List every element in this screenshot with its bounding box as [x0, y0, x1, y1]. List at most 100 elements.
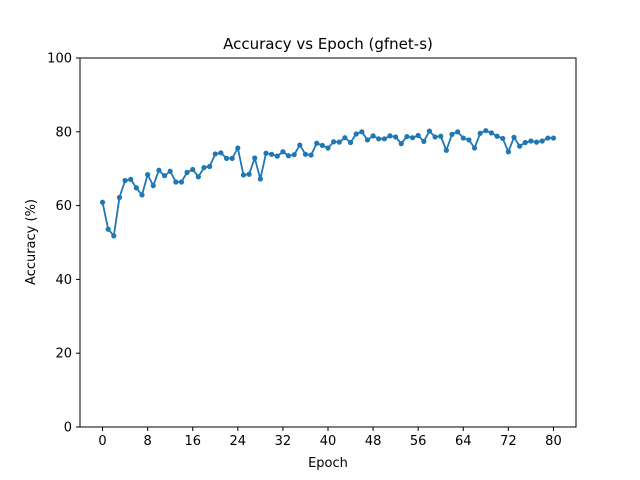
data-point	[393, 134, 399, 140]
data-point	[438, 133, 444, 139]
x-tick-label: 24	[230, 434, 247, 449]
y-axis-ticks: 0 20 40 60 80 100	[47, 52, 80, 436]
x-tick-label: 32	[275, 434, 292, 449]
data-point	[398, 141, 404, 147]
data-point	[207, 163, 213, 170]
data-point	[314, 140, 320, 146]
data-point	[517, 143, 523, 149]
series-accuracy	[99, 128, 557, 239]
data-point	[477, 130, 483, 136]
data-point	[387, 133, 393, 139]
data-point	[257, 176, 263, 182]
data-point	[370, 133, 376, 139]
y-tick-label: 60	[55, 199, 72, 214]
y-axis-label: Accuracy (%)	[24, 199, 39, 285]
data-point	[336, 139, 342, 145]
data-point	[105, 226, 111, 232]
data-point	[212, 151, 218, 157]
data-point	[449, 131, 455, 137]
data-point	[223, 155, 230, 161]
data-point	[184, 169, 190, 175]
data-point	[528, 138, 534, 144]
data-point	[466, 137, 472, 143]
data-point	[353, 131, 359, 137]
x-tick-label: 8	[143, 434, 151, 449]
data-point	[128, 176, 134, 183]
data-point	[122, 177, 128, 184]
data-point	[285, 153, 292, 159]
data-point	[494, 133, 500, 139]
data-point	[500, 135, 506, 142]
data-point	[178, 179, 185, 185]
data-point	[308, 152, 314, 158]
data-point	[269, 151, 275, 157]
data-point	[145, 172, 151, 178]
data-point	[139, 192, 145, 198]
data-point	[483, 128, 489, 134]
data-point	[488, 130, 495, 136]
x-tick-label: 80	[545, 434, 562, 449]
data-point	[364, 137, 371, 143]
data-point	[342, 135, 348, 141]
data-point	[235, 145, 241, 151]
data-point	[161, 173, 168, 179]
data-point	[263, 150, 269, 156]
data-point	[404, 133, 410, 140]
data-point	[539, 138, 545, 144]
data-point	[432, 134, 438, 140]
data-point	[511, 134, 517, 140]
data-point	[550, 135, 557, 141]
data-point	[99, 199, 106, 205]
data-point	[297, 142, 303, 148]
x-tick-label: 40	[320, 434, 337, 449]
data-point	[376, 136, 382, 142]
data-point	[116, 194, 123, 201]
data-point	[133, 185, 139, 191]
data-point	[252, 155, 258, 161]
x-tick-label: 16	[184, 434, 201, 449]
data-point	[167, 168, 173, 174]
y-tick-label: 40	[55, 273, 72, 288]
x-tick-label: 48	[365, 434, 382, 449]
data-point	[150, 183, 156, 189]
data-point	[274, 153, 280, 159]
y-tick-label: 20	[55, 347, 72, 362]
data-point	[156, 167, 162, 173]
data-point	[347, 139, 354, 146]
data-point	[325, 145, 331, 151]
data-point	[522, 139, 528, 146]
data-point	[421, 138, 427, 144]
data-point	[280, 149, 286, 155]
data-point	[190, 166, 196, 173]
x-tick-label: 56	[410, 434, 427, 449]
data-point	[218, 150, 224, 156]
data-point	[246, 171, 252, 177]
data-point	[195, 174, 201, 180]
y-tick-label: 100	[47, 52, 72, 67]
data-point	[229, 155, 235, 161]
x-tick-label: 0	[98, 434, 106, 449]
data-point	[471, 145, 478, 151]
data-point	[505, 149, 511, 155]
chart-title: Accuracy vs Epoch (gfnet-s)	[223, 35, 433, 53]
data-point	[455, 129, 461, 135]
data-point	[409, 135, 416, 141]
data-point	[111, 233, 117, 239]
data-point	[426, 128, 433, 134]
x-axis-ticks: 0 8 16 24 32 40 48 56 64 72 80	[98, 427, 562, 449]
data-point	[201, 164, 207, 171]
y-tick-label: 80	[55, 125, 72, 140]
data-point	[545, 135, 551, 141]
x-axis-label: Epoch	[308, 456, 348, 471]
data-point	[331, 139, 337, 145]
data-point	[443, 147, 449, 153]
data-point	[291, 152, 297, 158]
data-point	[359, 129, 365, 135]
plot-frame	[79, 57, 577, 428]
data-point	[319, 142, 325, 149]
data-point	[533, 139, 540, 145]
data-point	[381, 136, 387, 142]
y-tick-label: 0	[64, 421, 72, 436]
x-tick-label: 72	[500, 434, 517, 449]
